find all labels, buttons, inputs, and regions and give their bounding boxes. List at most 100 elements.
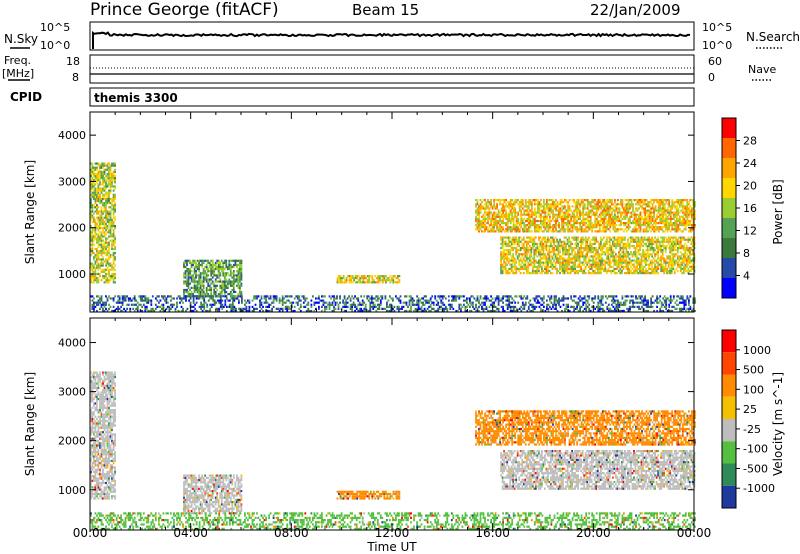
heatmap-cell [513, 265, 516, 268]
heatmap-cell [103, 225, 106, 228]
heatmap-cell [201, 293, 203, 296]
heatmap-cell [548, 255, 551, 258]
heatmap-cell [186, 295, 189, 298]
heatmap-cell [106, 297, 109, 300]
heatmap-cell [674, 226, 677, 229]
heatmap-cell [537, 230, 539, 233]
heatmap-cell [198, 286, 200, 289]
heatmap-cell [234, 290, 237, 294]
heatmap-cell [615, 209, 618, 212]
heatmap-cell [642, 249, 644, 252]
heatmap-cell [388, 277, 390, 280]
heatmap-cell [239, 284, 241, 287]
heatmap-cell [105, 301, 107, 304]
heatmap-cell [531, 257, 534, 260]
heatmap-cell [538, 228, 541, 231]
heatmap-cell [97, 170, 100, 173]
heatmap-cell [223, 261, 226, 264]
heatmap-cell [517, 219, 520, 223]
heatmap-cell [642, 244, 644, 248]
heatmap-cell [192, 299, 195, 302]
heatmap-cell [596, 251, 599, 254]
heatmap-cell [369, 275, 372, 278]
heatmap-cell [112, 299, 115, 302]
heatmap-cell [502, 217, 504, 220]
heatmap-cell [571, 228, 574, 231]
heatmap-cell [651, 236, 653, 239]
heatmap-cell [563, 269, 566, 273]
heatmap-cell [538, 226, 541, 229]
heatmap-cell [669, 263, 672, 266]
heatmap-cell [635, 203, 637, 206]
heatmap-cell [540, 222, 542, 225]
heatmap-cell [506, 263, 509, 266]
heatmap-cell [556, 257, 558, 260]
heatmap-cell [588, 203, 591, 206]
heatmap-cell [595, 205, 598, 208]
heatmap-cell [663, 244, 666, 248]
heatmap-cell [214, 286, 217, 289]
heatmap-cell [517, 211, 520, 214]
heatmap-cell [365, 277, 368, 280]
heatmap-cell [576, 209, 578, 212]
heatmap-cell [201, 261, 203, 264]
heatmap-cell [199, 288, 202, 292]
freq-panel [89, 54, 695, 84]
heatmap-cell [522, 257, 525, 260]
heatmap-cell [350, 279, 352, 282]
heatmap-cell [585, 217, 588, 220]
heatmap-cell [211, 272, 214, 275]
heatmap-cell [629, 205, 631, 208]
heatmap-cell [547, 226, 550, 229]
heatmap-cell [476, 211, 479, 214]
heatmap-cell [108, 243, 110, 246]
heatmap-cell [663, 267, 666, 270]
heatmap-cell [240, 272, 243, 275]
heatmap-cell [634, 255, 637, 258]
heatmap-cell [244, 299, 246, 302]
heatmap-cell [220, 268, 223, 271]
heatmap-cell [533, 261, 536, 264]
heatmap-cell [93, 258, 95, 261]
heatmap-cell [635, 209, 637, 212]
heatmap-cell [575, 244, 578, 248]
heatmap-cell [94, 225, 97, 228]
heatmap-cell [99, 164, 101, 167]
heatmap-cell [592, 251, 595, 254]
heatmap-cell [633, 240, 635, 243]
heatmap-cell [569, 261, 572, 264]
heatmap-cell [547, 263, 549, 266]
heatmap-cell [564, 207, 566, 210]
heatmap-cell [581, 253, 584, 256]
heatmap-cell [672, 265, 675, 268]
heatmap-cell [100, 233, 103, 236]
heatmap-cell [655, 269, 658, 273]
heatmap-cell [648, 201, 651, 204]
heatmap-cell [100, 212, 103, 215]
heatmap-cell [522, 238, 525, 241]
heatmap-cell [156, 305, 159, 308]
heatmap-cell [571, 259, 573, 262]
heatmap-cell [591, 230, 594, 233]
heatmap-cell [94, 256, 97, 259]
heatmap-cell [487, 205, 489, 208]
heatmap-cell [103, 301, 106, 304]
heatmap-cell [628, 272, 631, 275]
heatmap-cell [136, 305, 139, 308]
heatmap-cell [111, 175, 113, 178]
heatmap-cell [530, 222, 533, 225]
heatmap-cell [536, 267, 539, 270]
heatmap-cell [93, 172, 95, 176]
heatmap-cell [106, 225, 109, 228]
heatmap-cell [90, 168, 92, 171]
heatmap-cell [501, 253, 504, 256]
heatmap-cell [228, 280, 231, 283]
heatmap-cell [510, 269, 513, 273]
heatmap-cell [504, 249, 507, 252]
heatmap-cell [199, 284, 202, 287]
heatmap-cell [600, 224, 603, 227]
heatmap-cell [563, 263, 566, 266]
heatmap-cell [617, 217, 619, 220]
heatmap-cell [539, 263, 542, 266]
heatmap-cell [93, 204, 95, 207]
